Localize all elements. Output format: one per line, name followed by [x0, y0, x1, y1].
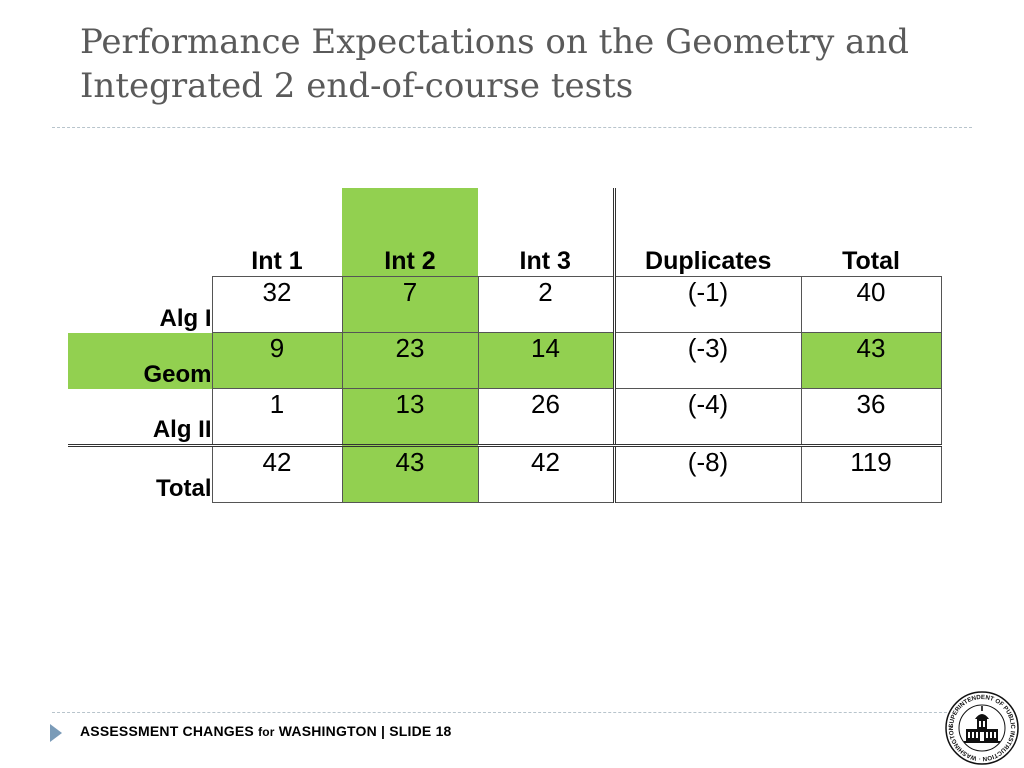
cell-alg1-int1: 32 [211, 276, 343, 333]
header-int1: Int 1 [251, 247, 303, 275]
cell-total-int1: 42 [211, 445, 343, 503]
row-label-geom: Geom [68, 332, 213, 389]
row-label-alg1: Alg I [68, 276, 213, 333]
table-row-alg1: Alg I 32 7 2 (-1) 40 [68, 276, 942, 333]
cell-alg2-int1: 1 [211, 388, 343, 447]
cell-total-duplicates: (-8) [612, 445, 802, 503]
row-label-total: Total [68, 445, 213, 503]
footer-divider [52, 712, 972, 713]
title-divider [52, 127, 972, 128]
cell-alg1-total: 40 [800, 276, 942, 333]
footer-text-part-b: WASHINGTON | SLIDE 18 [274, 723, 452, 739]
corner-cell [68, 188, 212, 277]
slide-title: Performance Expectations on the Geometry… [80, 22, 910, 106]
cell-total-int3: 42 [477, 445, 615, 503]
footer-caption: ASSESSMENT CHANGES for WASHINGTON | SLID… [80, 723, 452, 739]
header-row: Int 1 Int 2 Int 3 Duplicates Total [68, 188, 941, 277]
footer-text-for: for [258, 725, 275, 739]
cell-alg2-int2: 13 [341, 388, 479, 447]
cell-total-total: 119 [800, 445, 942, 503]
header-total: Total [842, 247, 900, 275]
footer-text-part-a: ASSESSMENT CHANGES [80, 723, 259, 739]
cell-geom-int2: 23 [341, 332, 479, 389]
cell-total-int2: 43 [341, 445, 479, 503]
cell-alg1-duplicates: (-1) [612, 276, 802, 333]
footer-arrow-icon [50, 724, 62, 742]
cell-alg2-duplicates: (-4) [612, 388, 802, 447]
cell-alg1-int3: 2 [477, 276, 615, 333]
cell-geom-total: 43 [800, 332, 942, 389]
cell-alg1-int2: 7 [341, 276, 479, 333]
row-label-alg2: Alg II [68, 388, 213, 447]
table-row-geom: Geom 9 23 14 (-3) 43 [68, 332, 942, 389]
header-duplicates: Duplicates [612, 188, 801, 277]
cell-alg2-int3: 26 [477, 388, 615, 447]
table-row-total: Total 42 43 42 (-8) 119 [68, 445, 942, 503]
cell-geom-int1: 9 [211, 332, 343, 389]
table-row-alg2: Alg II 1 13 26 (-4) 36 [68, 388, 942, 447]
performance-table: Int 1 Int 2 Int 3 Duplicates Total Alg I… [68, 188, 942, 503]
cell-geom-int3: 14 [477, 332, 615, 389]
header-int3: Int 3 [519, 247, 571, 275]
cell-alg2-total: 36 [800, 388, 942, 447]
cell-geom-duplicates: (-3) [612, 332, 802, 389]
header-int2: Int 2 [342, 188, 478, 277]
ospi-seal-logo: SUPERINTENDENT OF PUBLIC INSTRUCTION · W… [944, 690, 1019, 765]
